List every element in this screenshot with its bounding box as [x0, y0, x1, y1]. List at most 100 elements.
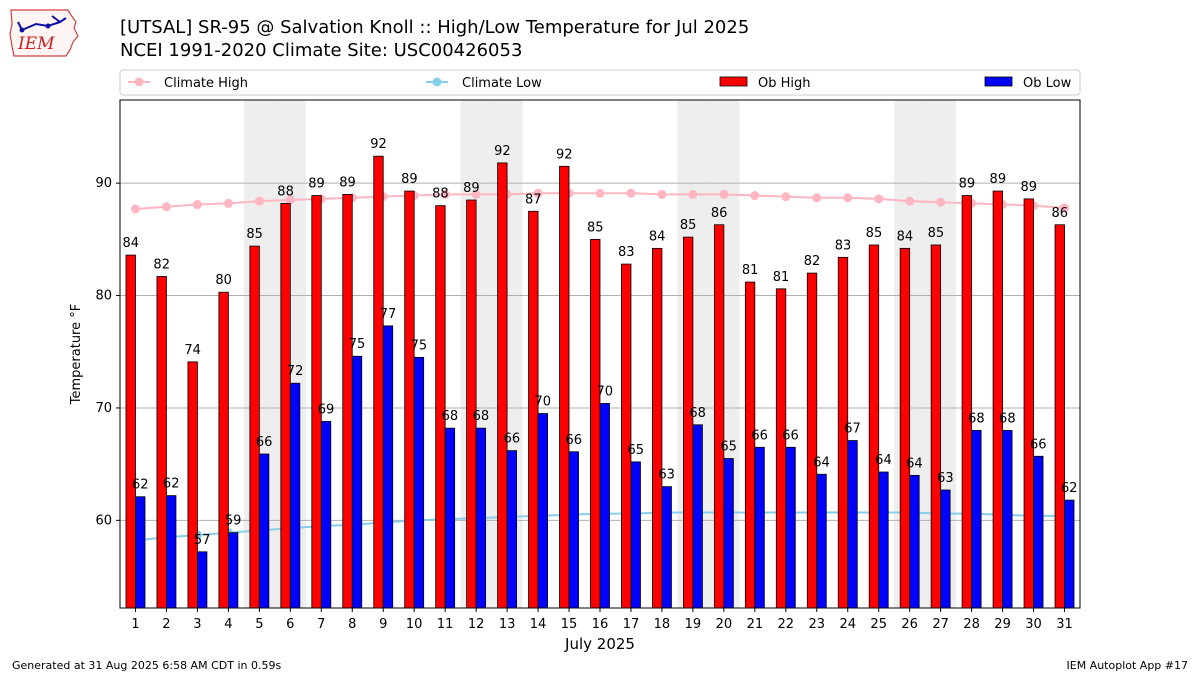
ob-high-bar	[899, 247, 911, 609]
ob-low-bar	[692, 424, 703, 609]
legend-marker-swatch	[134, 77, 144, 87]
ob-low-label: 65	[627, 443, 644, 458]
ob-high-label: 82	[153, 257, 170, 272]
x-tick-label: 15	[561, 617, 578, 632]
x-tick-label: 10	[406, 617, 423, 632]
ob-high-bar	[930, 244, 942, 609]
ob-high-bar	[373, 155, 384, 609]
ob-high-bar	[497, 162, 508, 609]
ob-low-label: 62	[132, 478, 149, 493]
x-tick-label: 22	[778, 617, 795, 632]
y-axis-label: Temperature °F	[69, 304, 84, 405]
ob-low-bar	[785, 446, 796, 609]
climate-high-point	[254, 196, 264, 206]
ob-high-label: 84	[897, 229, 914, 244]
ob-low-bar	[135, 496, 146, 609]
legend-box	[119, 69, 1081, 96]
ob-high-label: 89	[339, 175, 356, 190]
ob-high-bar	[775, 288, 787, 609]
climate-high-point	[874, 194, 884, 204]
x-tick-label: 9	[379, 617, 387, 632]
ob-high-bar	[156, 276, 167, 609]
ob-low-bar	[537, 413, 548, 609]
ob-low-bar	[878, 471, 889, 609]
ob-low-label: 67	[844, 422, 861, 437]
ob-high-label: 80	[215, 273, 232, 288]
x-tick-label: 27	[932, 617, 949, 632]
ob-high-bar	[435, 205, 446, 609]
climate-high-point	[781, 192, 791, 202]
ob-low-label: 68	[968, 411, 985, 426]
x-tick-label: 12	[468, 617, 485, 632]
ob-low-label: 59	[225, 514, 242, 529]
ob-high-label: 81	[742, 263, 759, 278]
ob-low-bar	[723, 458, 734, 609]
ob-high-bar	[868, 244, 880, 609]
ob-low-label: 68	[689, 406, 706, 421]
ob-high-label: 87	[525, 192, 542, 207]
climate-high-point	[161, 202, 171, 212]
ob-low-label: 66	[751, 428, 768, 443]
legend-item-ob-high: Ob High	[719, 76, 811, 91]
ob-low-bar	[940, 489, 951, 609]
climate-high-point	[812, 193, 822, 203]
x-tick-label: 16	[592, 617, 609, 632]
ob-low-bar	[258, 453, 270, 609]
x-tick-label: 2	[162, 617, 170, 632]
ob-high-label: 85	[587, 220, 604, 235]
legend-bar-swatch	[984, 76, 1013, 87]
y-tick-label: 90	[95, 176, 112, 191]
ob-high-bar	[466, 199, 477, 609]
climate-high-point	[285, 195, 295, 205]
chart-title: [UTSAL] SR-95 @ Salvation Knoll :: High/…	[120, 17, 750, 38]
legend-item-climate-high: Climate High	[128, 76, 248, 91]
legend-marker-swatch	[432, 77, 442, 87]
ob-high-label: 89	[1021, 180, 1038, 195]
ob-low-bar	[413, 356, 425, 609]
ob-low-bar	[909, 474, 920, 609]
app-credit: IEM Autoplot App #17	[1066, 659, 1189, 672]
ob-high-bar	[713, 224, 725, 609]
generated-timestamp: Generated at 31 Aug 2025 6:58 AM CDT in …	[12, 659, 282, 672]
ob-low-label: 68	[442, 409, 459, 424]
climate-high-point	[471, 189, 481, 199]
x-tick-label: 1	[131, 617, 139, 632]
x-tick-label: 6	[286, 617, 294, 632]
ob-high-label: 85	[246, 227, 263, 242]
y-tick-label: 70	[95, 401, 112, 416]
ob-low-label: 72	[287, 364, 304, 379]
y-tick-label: 60	[95, 513, 112, 528]
ob-low-label: 62	[163, 477, 180, 492]
ob-high-bar	[187, 361, 198, 609]
ob-low-bar	[754, 446, 765, 609]
ob-low-label: 69	[318, 402, 335, 417]
ob-high-bar	[1023, 198, 1034, 609]
climate-high-point	[223, 198, 233, 208]
ob-low-bar	[351, 355, 363, 609]
ob-high-label: 85	[928, 226, 945, 241]
ob-low-bar	[661, 486, 672, 609]
ob-low-label: 66	[504, 432, 521, 447]
x-tick-label: 20	[716, 617, 733, 632]
x-tick-label: 21	[747, 617, 764, 632]
ob-high-label: 86	[1051, 206, 1068, 221]
ob-low-label: 64	[813, 455, 830, 470]
x-tick-label: 25	[870, 617, 887, 632]
ob-low-label: 57	[194, 533, 211, 548]
ob-low-label: 65	[720, 440, 737, 455]
ob-low-bar	[816, 473, 827, 609]
y-tick-label: 80	[95, 289, 112, 304]
ob-low-label: 63	[937, 471, 954, 486]
x-tick-label: 7	[317, 617, 325, 632]
climate-high-point	[595, 188, 605, 198]
ob-low-label: 70	[535, 395, 552, 410]
x-tick-label: 5	[255, 617, 263, 632]
x-tick-label: 4	[224, 617, 232, 632]
ob-high-label: 82	[804, 254, 821, 269]
ob-high-bar	[590, 238, 601, 609]
ob-low-label: 66	[1030, 437, 1047, 452]
ob-low-label: 66	[256, 435, 273, 450]
ob-high-label: 83	[835, 238, 852, 253]
ob-low-bar	[630, 461, 641, 609]
